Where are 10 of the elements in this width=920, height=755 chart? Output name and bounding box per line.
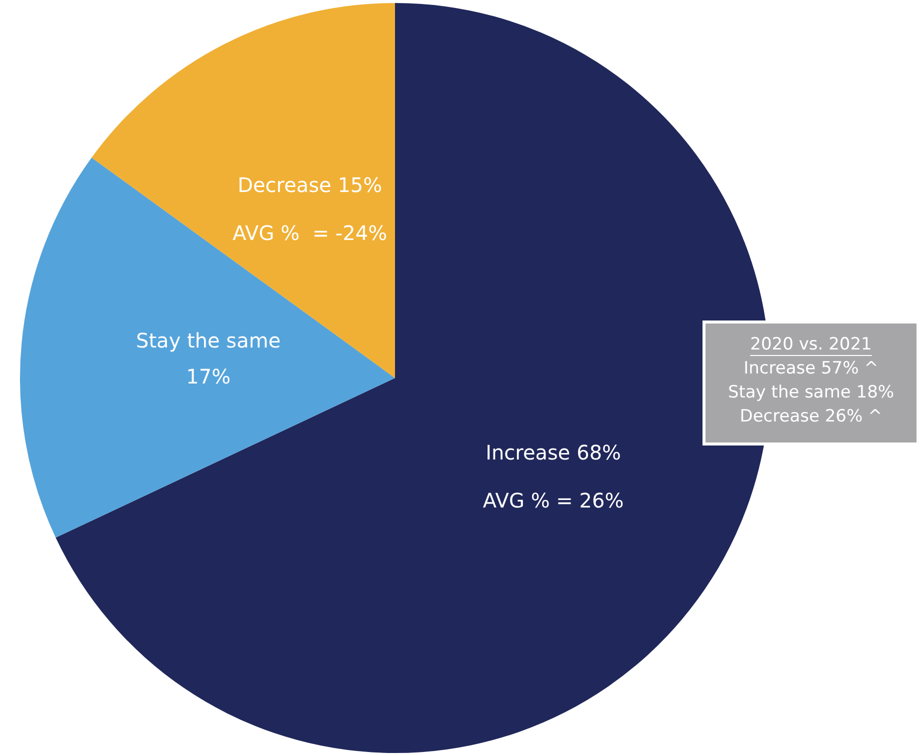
slice-label: Decrease 15% [238,173,382,198]
text: Stay the same 18% [728,382,894,402]
text: 2020 vs. 2021 [750,334,872,354]
slice-label: Stay the same [136,328,281,353]
text: Decrease 26% ^ [740,406,882,426]
slice-label: Increase 68% [486,440,622,465]
data-label: 17% [186,364,231,389]
text: Increase 57% ^ [744,358,878,378]
text: AVG % = -24% [232,221,388,246]
text: AVG % = 26% [482,488,624,513]
